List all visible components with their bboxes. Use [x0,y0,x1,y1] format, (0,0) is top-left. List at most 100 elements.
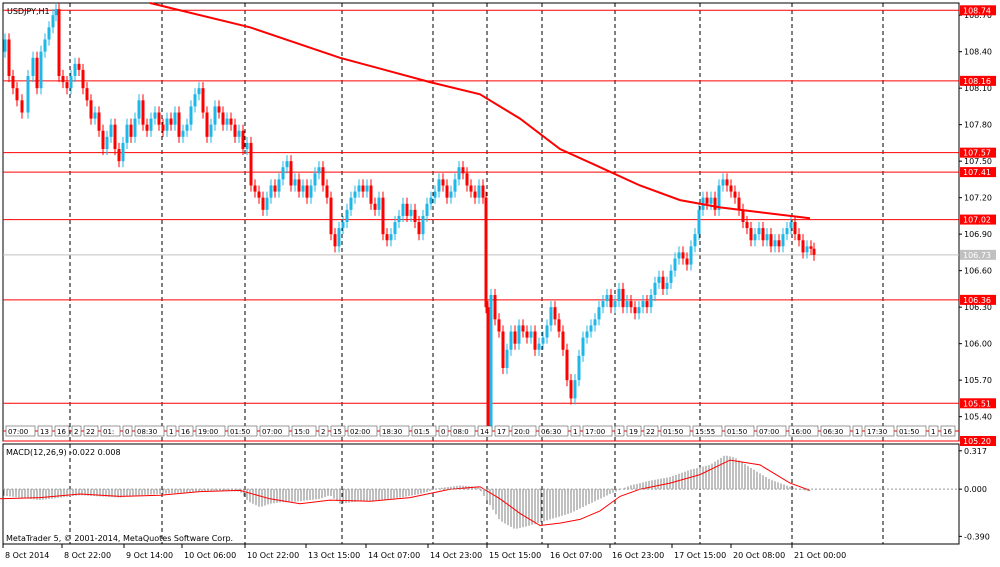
candle-body [289,161,293,186]
candle-body [15,88,19,101]
candle-body [593,319,597,326]
session-tag-box [820,425,851,437]
candle-body [537,343,541,350]
session-tag-box [660,425,691,437]
candle-body [221,112,225,125]
level-tag [960,249,996,260]
candle-body [649,295,653,308]
candle-body [641,301,645,308]
candle-body [737,197,741,210]
session-tag-box [756,425,787,437]
chart-title: USDJPY,H1 [7,7,50,16]
candle-body [51,15,55,28]
session-tag: 15:0 [294,428,310,436]
candle-body [293,179,297,186]
candle-body [165,118,169,131]
candle-body [681,252,685,259]
session-tag: 16 [943,428,952,436]
candle-body [353,191,357,198]
candle-body [661,276,665,289]
candle-body [85,88,89,101]
macd-axis-ticks: 0.317 0.000 -0.390 [959,447,990,541]
candle-body [189,106,193,125]
candle-body [405,203,409,216]
level-tag-label: 107.02 [963,216,991,225]
candle-body [393,222,397,235]
candle-body [709,197,713,204]
candle-body [733,191,737,198]
session-tag-box [896,425,927,437]
macd-label: MACD(12,26,9) -0.022 0.008 [6,448,121,457]
session-tag: 20:0 [514,428,530,436]
session-tag: 19:00 [198,428,218,436]
session-tag: 15 [333,428,342,436]
session-tag-box [692,425,723,437]
session-tag: 08:30 [137,428,157,436]
candle-body [365,185,369,192]
macd-panel-frame [2,443,960,545]
candle-body [43,39,47,52]
candle-body [125,124,129,143]
candle-body [47,27,51,40]
time-tick-label: 16 Oct 23:00 [612,551,664,560]
candle-body [217,106,221,113]
candle-body [469,185,473,192]
candle-body [481,185,485,198]
level-tag-label: 105.51 [963,399,991,408]
candle-body [517,325,521,344]
candle-body [789,222,793,229]
session-tag: 22 [646,428,655,436]
session-tag: 2 [74,428,78,436]
candle-body [39,51,43,89]
candle-body [413,209,417,222]
candle-body [685,258,689,265]
candle-body [265,197,269,210]
level-tag-label: 108.74 [963,6,991,15]
candle-body [109,124,113,137]
candle-body [561,331,565,350]
candle-body [441,179,445,186]
candle-body [229,118,233,125]
candle-body [185,124,189,131]
candle-body [777,240,781,247]
price-tick-label: 107.80 [964,121,992,130]
session-tag: 0 [125,428,129,436]
candle-body [497,319,501,332]
level-tag-label: 106.73 [963,251,991,260]
session-tag-box [71,425,82,437]
moving-average-line [149,2,811,220]
candle-body [401,203,405,216]
session-tag-box [122,425,133,437]
candle-body [105,136,109,149]
candle-body [741,209,745,222]
candle-body [3,39,7,52]
session-tag-box [494,425,510,437]
candle-body [241,130,245,149]
candle-body [249,142,253,186]
session-tag-box [852,425,863,437]
candle-body [177,112,181,137]
candle-body [437,179,441,192]
candle-body [773,240,777,247]
candle-body [477,185,481,198]
candle-body [585,331,589,338]
session-tag: 07:00 [262,428,282,436]
copyright-text: MetaTrader 5, © 2001-2014, MetaQuotes So… [6,534,233,543]
candle-body [149,118,153,131]
candle-body [321,167,325,186]
candle-body [749,228,753,241]
candle-body [369,185,373,204]
candle-body [449,191,453,198]
candle-body [557,319,561,332]
session-tag-box [928,425,939,437]
level-tag-label: 106.36 [963,296,991,305]
session-tag-box [134,425,165,437]
session-tag-box [318,425,329,437]
candle-body [601,301,605,308]
candle-body [253,185,257,192]
candle-body [209,124,213,137]
level-tag [960,167,996,178]
price-tick-label: 107.50 [964,157,992,166]
session-tag-box [37,425,53,437]
